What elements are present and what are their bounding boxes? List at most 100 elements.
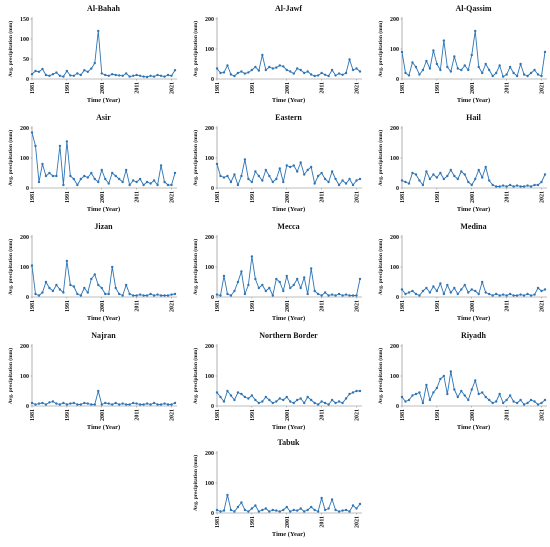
y-axis-label: Avg. precipitation (mm) — [377, 348, 384, 404]
data-point — [484, 165, 487, 169]
data-point — [65, 403, 69, 406]
data-point — [442, 39, 446, 42]
data-point — [456, 395, 459, 399]
data-point — [142, 183, 145, 187]
data-point — [229, 394, 233, 397]
data-point — [414, 292, 418, 296]
data-point — [303, 510, 306, 513]
x-tick-label: 2001 — [285, 300, 291, 312]
data-point — [337, 510, 341, 513]
data-point — [135, 294, 138, 297]
x-tick-label: 2011 — [505, 191, 511, 203]
data-point — [268, 65, 271, 69]
data-point — [421, 401, 425, 405]
data-point — [330, 170, 334, 173]
data-point — [135, 73, 138, 77]
data-point — [529, 294, 533, 297]
data-point — [254, 65, 257, 69]
data-point — [264, 68, 268, 72]
data-point — [306, 395, 309, 399]
data-point — [414, 392, 418, 396]
data-point — [330, 293, 334, 296]
data-point — [488, 398, 491, 402]
data-point — [34, 144, 37, 148]
data-point — [145, 294, 149, 297]
data-point — [118, 403, 121, 406]
data-point — [30, 401, 34, 405]
x-tick-label: 2021 — [355, 191, 361, 203]
data-point — [334, 401, 337, 405]
data-point — [233, 398, 236, 402]
data-point — [79, 403, 83, 406]
data-point — [79, 294, 83, 297]
data-point — [456, 177, 459, 181]
data-point — [93, 177, 96, 181]
data-point — [215, 162, 219, 166]
data-point — [285, 505, 288, 509]
y-tick-label: 200 — [390, 17, 399, 23]
data-point — [519, 185, 522, 188]
series-line — [216, 494, 361, 512]
data-point — [519, 398, 522, 402]
data-point — [240, 501, 243, 504]
data-point — [79, 73, 83, 77]
data-point — [456, 67, 459, 70]
data-point — [411, 289, 414, 293]
data-point — [529, 71, 533, 75]
data-point — [477, 292, 480, 296]
data-point — [100, 168, 103, 172]
data-point — [163, 75, 166, 78]
y-axis-label: Avg. precipitation (mm) — [7, 21, 14, 77]
data-point — [299, 68, 302, 72]
chart-title: Asir — [96, 113, 111, 122]
y-tick-label: 0 — [211, 295, 214, 301]
y-axis-label: Avg. precipitation (mm) — [7, 239, 14, 295]
data-point — [111, 265, 114, 269]
y-tick-label: 200 — [390, 344, 399, 350]
data-point — [418, 391, 421, 394]
data-point — [292, 508, 295, 512]
x-tick-label: 2011 — [505, 409, 511, 421]
data-point — [156, 183, 159, 187]
data-point — [306, 70, 309, 73]
x-tick-label: 2011 — [320, 300, 326, 312]
data-point — [226, 389, 229, 393]
data-point — [414, 65, 418, 69]
data-point — [268, 510, 271, 513]
data-point — [435, 289, 439, 293]
data-point — [30, 73, 34, 76]
data-point — [215, 391, 219, 394]
x-tick-label: 2021 — [170, 409, 176, 421]
data-point — [173, 171, 177, 175]
x-tick-label: 1991 — [250, 300, 256, 312]
data-point — [86, 291, 90, 294]
x-tick-label: 2001 — [100, 409, 106, 421]
data-point — [264, 289, 268, 293]
data-point — [491, 294, 494, 297]
data-point — [243, 395, 247, 399]
data-point — [435, 386, 439, 390]
data-point — [41, 67, 44, 71]
data-point — [268, 398, 271, 402]
chart-svg-al-jawf: Al-Jawf 0 100 200 1981 1991 2001 2011 2021 Avg. p… — [192, 4, 362, 104]
y-tick-label: 0 — [26, 77, 29, 83]
x-tick-label: 2001 — [470, 300, 476, 312]
data-point — [463, 64, 466, 67]
data-point — [418, 294, 421, 297]
data-point — [449, 370, 453, 373]
data-point — [226, 174, 229, 178]
data-point — [344, 397, 348, 400]
data-point — [100, 72, 103, 75]
data-point — [229, 73, 233, 76]
x-tick-label: 1981 — [215, 516, 221, 528]
x-tick-label: 2011 — [505, 82, 511, 94]
data-point — [44, 280, 48, 284]
data-point — [62, 183, 65, 187]
x-tick-label: 2021 — [355, 300, 361, 312]
data-point — [51, 174, 55, 178]
data-point — [163, 402, 166, 405]
data-point — [289, 70, 292, 73]
data-point — [323, 401, 327, 405]
data-point — [131, 74, 135, 78]
data-point — [215, 293, 219, 296]
